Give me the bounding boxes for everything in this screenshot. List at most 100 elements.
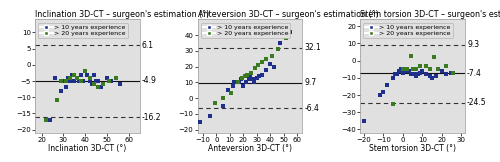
Point [96,86,104,89]
Point [281,34,289,36]
Point [428,77,436,79]
Point [72,76,80,79]
Point [408,73,416,76]
Point [266,62,274,65]
Point [230,81,238,84]
Point [106,80,114,82]
Point [426,68,434,71]
X-axis label: Inclination 3D-CT (°): Inclination 3D-CT (°) [48,144,126,153]
Legend: > 10 years experience, > 20 years experience: > 10 years experience, > 20 years experi… [363,23,453,38]
Point [399,68,407,71]
Point [262,58,270,60]
Point [224,89,232,92]
Point [254,64,262,66]
Point [77,73,85,76]
Text: Anteversion 3D-CT – surgeon's estimation (°): Anteversion 3D-CT – surgeon's estimation… [198,10,378,19]
Point [402,68,410,71]
Point [42,119,50,121]
Point [256,75,264,77]
Point [92,80,100,82]
Text: -4.9: -4.9 [142,76,157,85]
Point [66,76,74,79]
Point [282,37,290,40]
Point [70,80,78,82]
Point [86,80,94,82]
Point [268,54,276,57]
Point [90,73,98,76]
Text: -7.4: -7.4 [467,69,482,78]
Point [286,31,294,33]
Point [62,86,70,89]
Point [236,78,244,81]
Point [240,75,248,77]
Point [60,80,68,82]
Legend: > 10 years experience, > 20 years experience: > 10 years experience, > 20 years experi… [200,23,290,38]
Point [432,75,440,77]
Point [250,81,258,84]
Point [232,81,240,84]
Point [401,70,409,72]
Point [70,73,78,76]
Point [94,86,102,89]
Point [53,99,61,102]
Point [238,76,246,79]
Point [418,70,426,72]
Point [108,80,116,82]
Point [422,64,430,67]
Point [235,81,243,84]
Point [258,61,266,63]
Text: -16.2: -16.2 [142,113,162,122]
Point [414,73,422,76]
Point [219,105,227,107]
Point [196,121,204,123]
Point [402,68,410,71]
Point [234,81,242,84]
Text: 32.1: 32.1 [304,43,322,52]
Point [448,71,456,74]
Point [450,71,458,74]
Text: 9.3: 9.3 [467,40,479,49]
Point [397,68,405,71]
Point [116,83,124,86]
Point [384,83,392,86]
Text: -6.4: -6.4 [304,104,320,113]
Point [57,80,65,82]
Point [103,76,111,79]
Point [406,54,414,57]
Point [438,70,446,72]
Point [408,68,416,71]
Point [274,48,282,51]
Point [395,70,403,72]
Point [64,76,72,79]
Point [244,78,252,81]
Point [77,80,85,82]
Point [68,73,76,76]
Point [393,73,401,76]
Point [410,73,418,76]
Point [62,80,70,82]
Text: 6.1: 6.1 [142,40,154,50]
Point [74,80,82,82]
Point [94,80,102,82]
Legend: > 10 years experience, > 20 years experience: > 10 years experience, > 20 years experi… [38,23,128,38]
Point [86,76,94,79]
Text: Inclination 3D-CT – surgeon's estimation (°): Inclination 3D-CT – surgeon's estimation… [35,10,209,19]
Point [399,71,407,74]
Point [404,70,412,72]
Point [66,80,74,82]
Point [276,42,283,44]
Point [248,72,256,74]
Point [442,64,450,67]
Point [252,76,260,79]
Point [88,83,96,86]
Point [112,76,120,79]
X-axis label: Anteversion 3D-CT (°): Anteversion 3D-CT (°) [208,144,292,153]
Point [82,70,90,73]
Point [246,75,254,77]
Point [50,76,58,79]
Point [380,90,388,93]
Point [391,73,399,76]
X-axis label: Stem torsion 3D-CT (°): Stem torsion 3D-CT (°) [369,144,456,153]
Point [376,94,384,96]
Text: 9.7: 9.7 [304,78,316,87]
